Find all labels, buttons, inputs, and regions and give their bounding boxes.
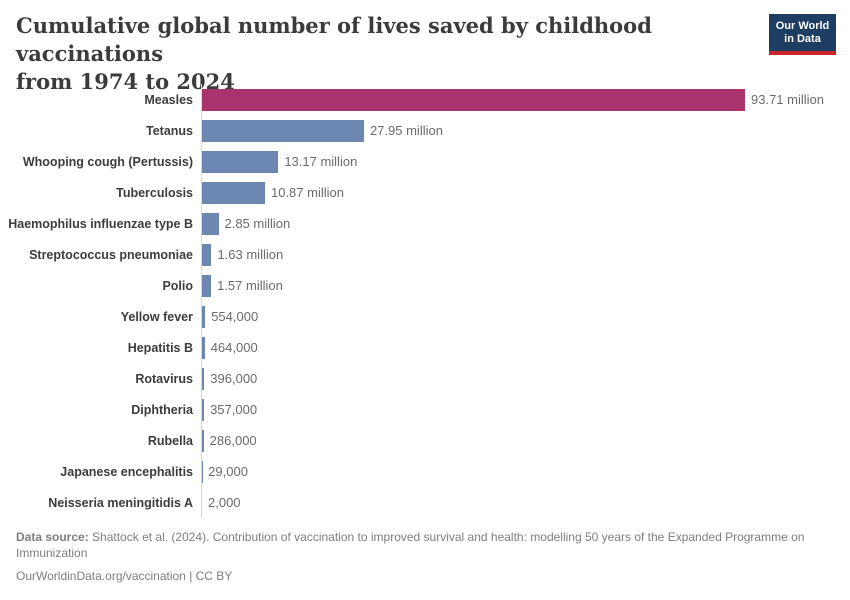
data-source-text: Shattock et al. (2024). Contribution of … xyxy=(16,530,805,560)
bar-area: 357,000 xyxy=(201,394,842,425)
bar-area: 13.17 million xyxy=(201,146,842,177)
category-label: Haemophilus influenzae type B xyxy=(8,216,193,231)
value-label: 29,000 xyxy=(208,464,248,479)
category-label: Measles xyxy=(144,92,193,107)
bar-row: Tuberculosis 10.87 million xyxy=(8,177,842,208)
bar-area: 1.63 million xyxy=(201,239,842,270)
bar-row: Tetanus 27.95 million xyxy=(8,115,842,146)
bar-row: Measles 93.71 million xyxy=(8,84,842,115)
bar-area: 396,000 xyxy=(201,363,842,394)
bar-row: Rubella 286,000 xyxy=(8,425,842,456)
category-label: Hepatitis B xyxy=(127,340,193,355)
category-label: Neisseria meningitidis A xyxy=(48,495,193,510)
value-label: 357,000 xyxy=(210,402,258,417)
bar-row: Rotavirus 396,000 xyxy=(8,363,842,394)
value-label: 554,000 xyxy=(211,309,259,324)
bar-area: 2,000 xyxy=(201,487,842,518)
bar-row: Whooping cough (Pertussis) 13.17 million xyxy=(8,146,842,177)
category-label: Streptococcus pneumoniae xyxy=(29,247,193,262)
value-label: 2,000 xyxy=(208,495,241,510)
bar-row: Streptococcus pneumoniae 1.63 million xyxy=(8,239,842,270)
bar-area: 93.71 million xyxy=(201,84,842,115)
bar-area: 464,000 xyxy=(201,332,842,363)
bar-area: 10.87 million xyxy=(201,177,842,208)
category-label: Whooping cough (Pertussis) xyxy=(22,154,193,169)
value-label: 93.71 million xyxy=(751,92,824,107)
bar[interactable] xyxy=(202,212,219,235)
bar-area: 29,000 xyxy=(201,456,842,487)
value-label: 396,000 xyxy=(210,371,258,386)
bar-row: Hepatitis B 464,000 xyxy=(8,332,842,363)
category-label: Rotavirus xyxy=(135,371,193,386)
value-label: 1.57 million xyxy=(217,278,283,293)
bar-area: 1.57 million xyxy=(201,270,842,301)
attribution-line: OurWorldinData.org/vaccination | CC BY xyxy=(16,569,233,583)
bar-chart: Measles 93.71 million Tetanus 27.95 million… xyxy=(8,84,842,518)
category-label: Diphtheria xyxy=(131,402,193,417)
bar[interactable] xyxy=(202,150,279,173)
footer: Data source: Shattock et al. (2024). Con… xyxy=(16,529,834,584)
value-label: 1.63 million xyxy=(217,247,284,262)
bar-row: Haemophilus influenzae type B 2.85 millio… xyxy=(8,208,842,239)
bar[interactable] xyxy=(202,336,205,359)
value-label: 13.17 million xyxy=(284,154,358,169)
bar-row: Yellow fever 554,000 xyxy=(8,301,842,332)
data-source-line: Data source: Shattock et al. (2024). Con… xyxy=(16,529,834,561)
bar[interactable] xyxy=(202,181,265,204)
page-title: Cumulative global number of lives saved … xyxy=(16,13,652,94)
bar-row: Polio 1.57 million xyxy=(8,270,842,301)
owid-logo: Our World in Data xyxy=(769,14,836,55)
category-label: Polio xyxy=(162,278,193,293)
bar-row: Japanese encephalitis 29,000 xyxy=(8,456,842,487)
bar-area: 286,000 xyxy=(201,425,842,456)
bar-row: Neisseria meningitidis A 2,000 xyxy=(8,487,842,518)
bar[interactable] xyxy=(202,274,212,297)
value-label: 27.95 million xyxy=(369,123,443,138)
bar-area: 2.85 million xyxy=(201,208,842,239)
bar-area: 554,000 xyxy=(201,301,842,332)
bar[interactable] xyxy=(202,243,212,266)
category-label: Tuberculosis xyxy=(116,185,193,200)
category-label: Japanese encephalitis xyxy=(60,464,193,479)
value-label: 464,000 xyxy=(210,340,258,355)
bar[interactable] xyxy=(202,88,745,111)
bar[interactable] xyxy=(202,367,205,390)
category-label: Yellow fever xyxy=(120,309,193,324)
bar[interactable] xyxy=(202,305,206,328)
bar[interactable] xyxy=(202,398,205,421)
value-label: 286,000 xyxy=(209,433,257,448)
bar[interactable] xyxy=(202,429,204,452)
bar-area: 27.95 million xyxy=(201,115,842,146)
category-label: Tetanus xyxy=(146,123,193,138)
bar[interactable] xyxy=(202,119,364,142)
data-source-label: Data source: xyxy=(16,530,89,544)
value-label: 10.87 million xyxy=(270,185,344,200)
value-label: 2.85 million xyxy=(224,216,291,231)
category-label: Rubella xyxy=(147,433,193,448)
bar-row: Diphtheria 357,000 xyxy=(8,394,842,425)
